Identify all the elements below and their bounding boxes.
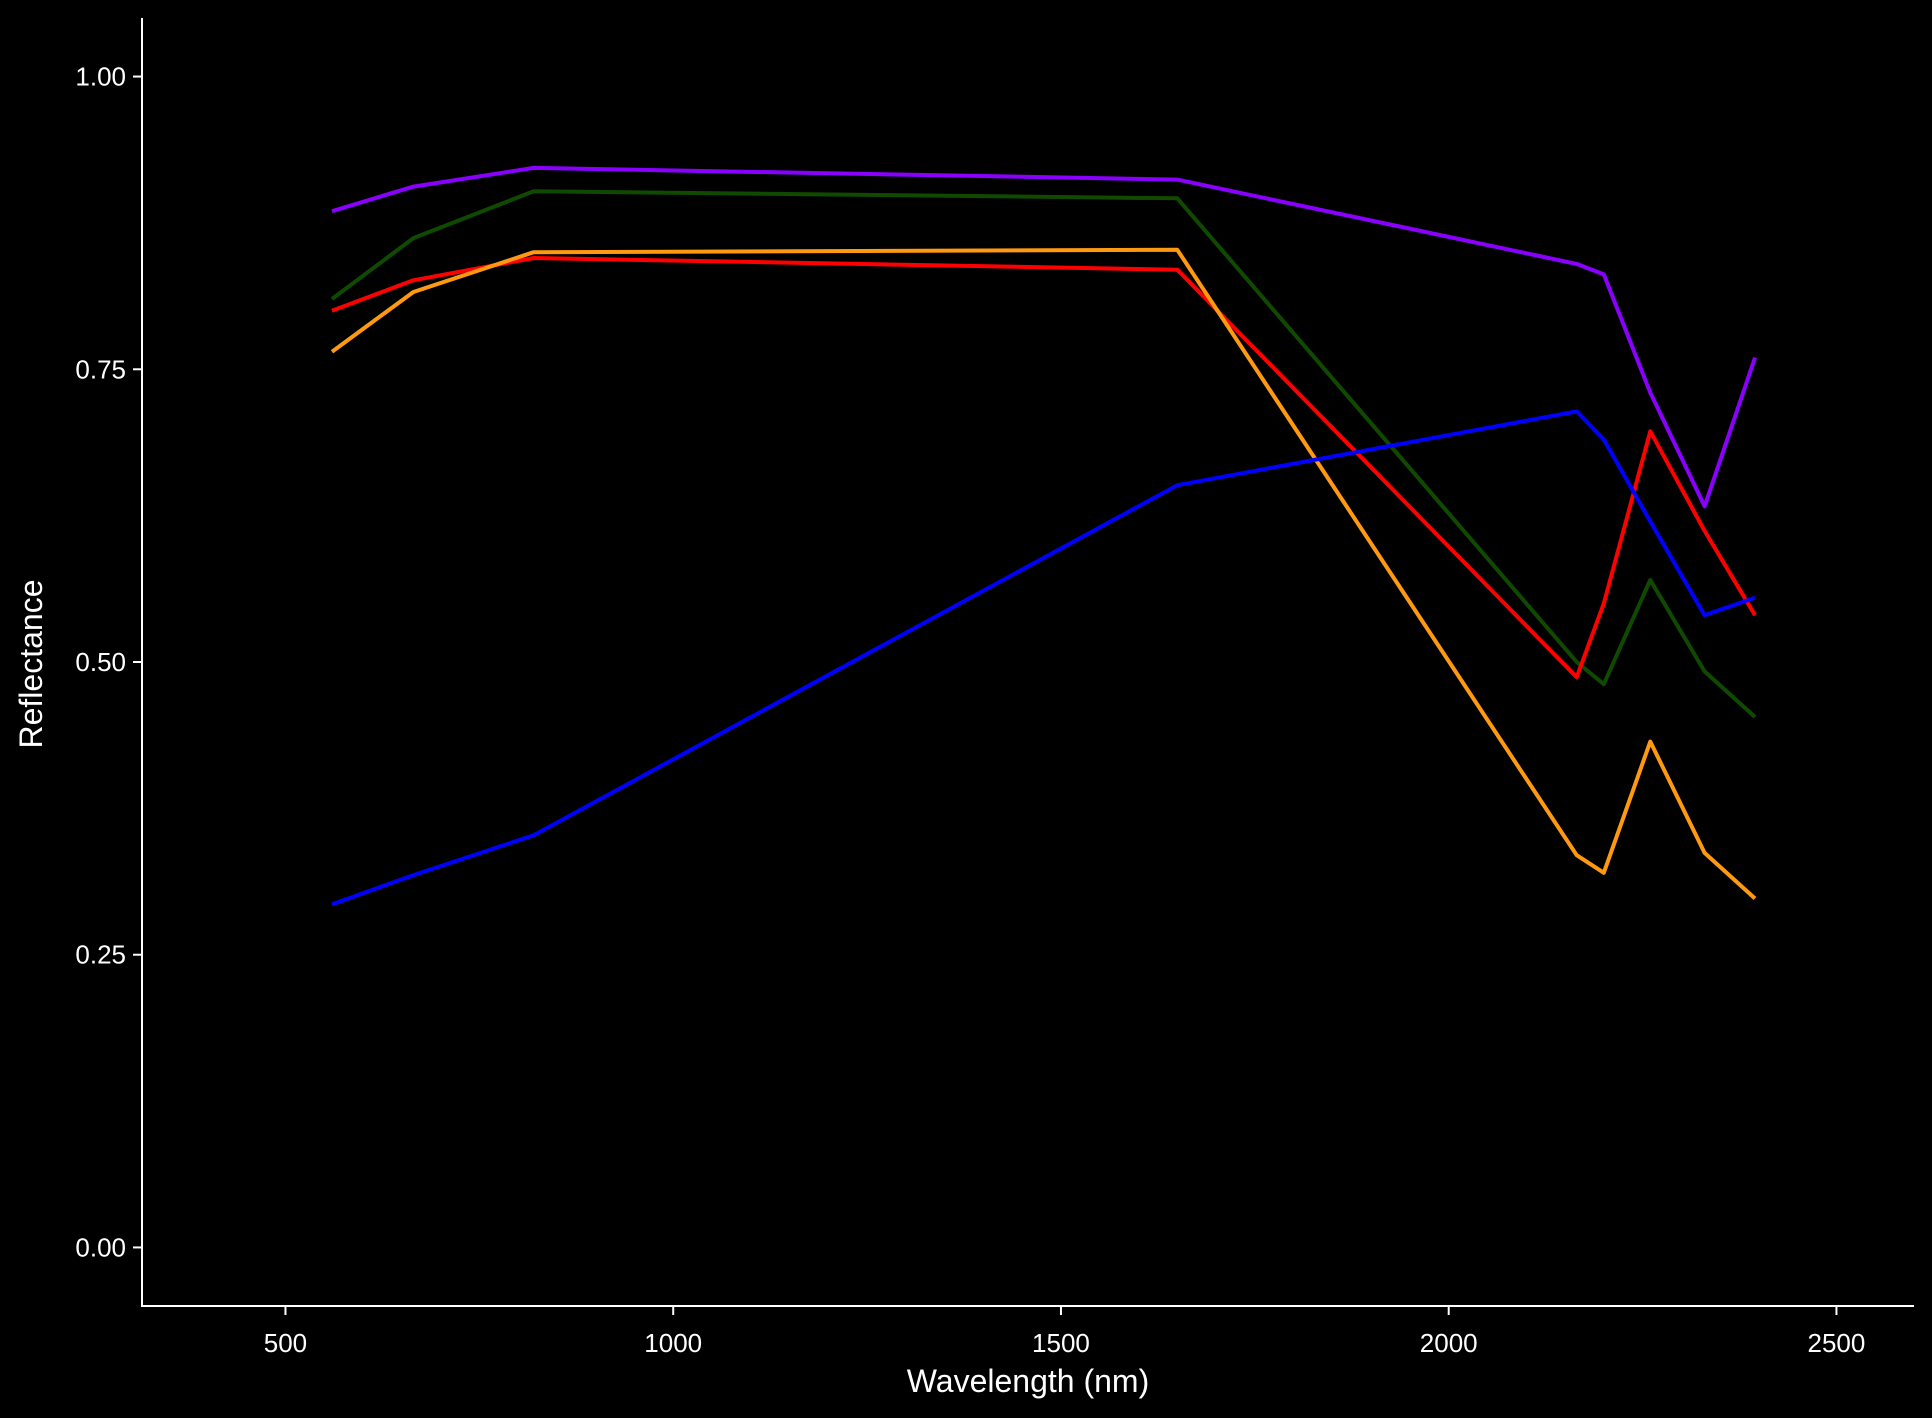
y-tick-label: 0.25 xyxy=(75,940,126,970)
y-tick-label: 0.75 xyxy=(75,354,126,384)
series-layer xyxy=(330,165,1757,907)
x-axis-title: Wavelength (nm) xyxy=(907,1363,1149,1399)
y-tick-label: 0.50 xyxy=(75,647,126,677)
y-tick-label: 0.00 xyxy=(75,1232,126,1262)
x-tick-label: 500 xyxy=(264,1328,307,1358)
series-line-4 xyxy=(330,247,1757,900)
series-line-2 xyxy=(330,189,1757,719)
series-line-5 xyxy=(331,409,1756,907)
x-tick-label: 1000 xyxy=(644,1328,702,1358)
x-tick-label: 2000 xyxy=(1420,1328,1478,1358)
series-line-1 xyxy=(331,165,1757,509)
x-tick-label: 2500 xyxy=(1808,1328,1866,1358)
series-line-3 xyxy=(331,256,1757,680)
y-axis-title: Reflectance xyxy=(13,580,49,749)
x-axis-ticks: 500 1000 1500 2000 2500 xyxy=(264,1306,1866,1358)
x-tick-label: 1500 xyxy=(1032,1328,1090,1358)
y-tick-label: 1.00 xyxy=(75,62,126,92)
y-axis-ticks: 0.00 0.25 0.50 0.75 1.00 xyxy=(75,62,142,1262)
